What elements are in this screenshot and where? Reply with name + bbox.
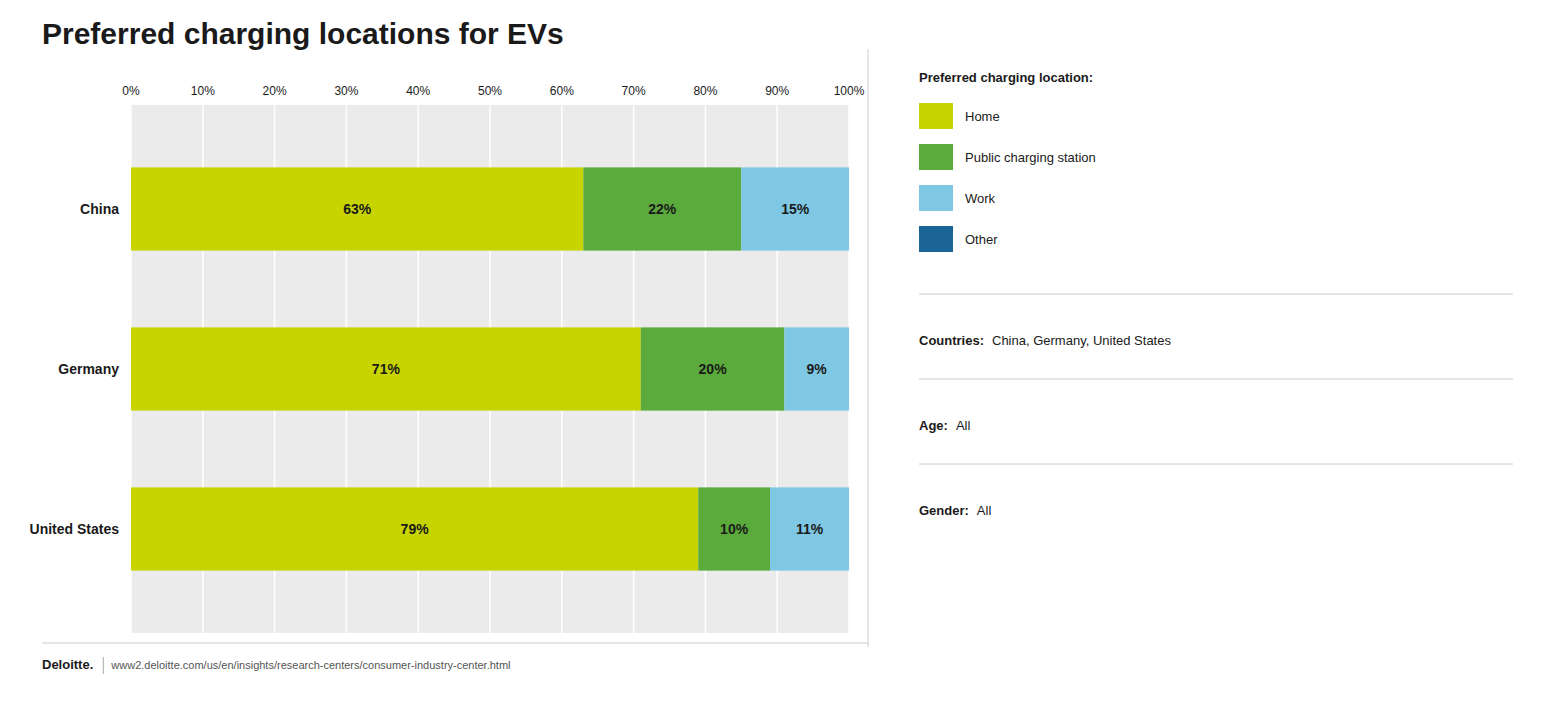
data-labels: 79% 10% 11% 71% 20% 9% 63% 22% 15% (343, 201, 827, 537)
data-label: 63% (343, 201, 372, 217)
legend-label: Public charging station (965, 150, 1096, 165)
legend-swatch (919, 226, 953, 252)
x-tick-label: 30% (334, 84, 358, 98)
x-tick-label: 20% (263, 84, 287, 98)
bar-segment (698, 487, 770, 570)
x-tick-label: 0% (122, 84, 140, 98)
x-tick-label: 100% (834, 84, 865, 98)
x-tick-label: 60% (550, 84, 574, 98)
title: Preferred charging locations for EVs (42, 17, 564, 50)
y-tick-label: Germany (58, 361, 119, 377)
legend-label: Work (965, 191, 996, 206)
bar-segment (741, 167, 849, 250)
bar-segment (849, 327, 850, 410)
bar-segment (641, 327, 785, 410)
separator (919, 379, 1513, 380)
footer: Deloitte. www2.deloitte.com/us/en/insight… (42, 643, 868, 674)
data-label: 9% (807, 361, 828, 377)
legend-label: Other (965, 232, 998, 247)
legend: Preferred charging location: Home Public c… (919, 70, 1096, 252)
bar-segment (849, 487, 850, 570)
x-tick-label: 90% (765, 84, 789, 98)
bar-segment (131, 327, 641, 410)
x-tick-label: 70% (622, 84, 646, 98)
bar-segment (131, 487, 698, 570)
bars (131, 167, 849, 570)
data-label: 20% (699, 361, 728, 377)
data-label: 10% (720, 521, 749, 537)
legend-swatch (919, 103, 953, 129)
bar-segment (131, 167, 583, 250)
pipe-separator (103, 657, 104, 674)
data-label: 15% (781, 201, 810, 217)
sidebar: Countries: China, Germany, United States A… (919, 294, 1513, 518)
annotation-text: China, Germany, United States (992, 333, 1171, 348)
annotation-label: Age: (919, 418, 948, 433)
x-tick-label: 10% (191, 84, 215, 98)
y-tick-label: China (80, 201, 119, 217)
x-tick-label: 50% (478, 84, 502, 98)
legend-swatch (919, 185, 953, 211)
chart: Preferred charging locations for EVs 0% 10… (0, 0, 1544, 703)
source-label: Deloitte. (42, 657, 93, 672)
annotation-label: Gender: (919, 503, 969, 518)
source-text: www2.deloitte.com/us/en/insights/researc… (110, 659, 510, 671)
grid (131, 105, 849, 633)
x-tick-label: 40% (406, 84, 430, 98)
data-label: 11% (796, 521, 824, 537)
separator (868, 49, 869, 647)
bar-segment (849, 167, 850, 250)
legend-title: Preferred charging location: (919, 70, 1093, 85)
data-label: 22% (648, 201, 677, 217)
annotation-text: All (977, 503, 992, 518)
separator (919, 294, 1513, 295)
bar-segment (583, 167, 741, 250)
plot-background (131, 105, 849, 633)
bar-segment (784, 327, 849, 410)
separator (42, 643, 868, 644)
bar-segment (770, 487, 849, 570)
y-tick-label: United States (30, 521, 120, 537)
data-label: 79% (401, 521, 430, 537)
annotation-text: All (956, 418, 971, 433)
legend-swatch (919, 144, 953, 170)
x-tick-label: 80% (693, 84, 717, 98)
annotation-label: Countries: (919, 333, 984, 348)
legend-label: Home (965, 109, 1000, 124)
data-label: 71% (372, 361, 401, 377)
separator (919, 464, 1513, 465)
